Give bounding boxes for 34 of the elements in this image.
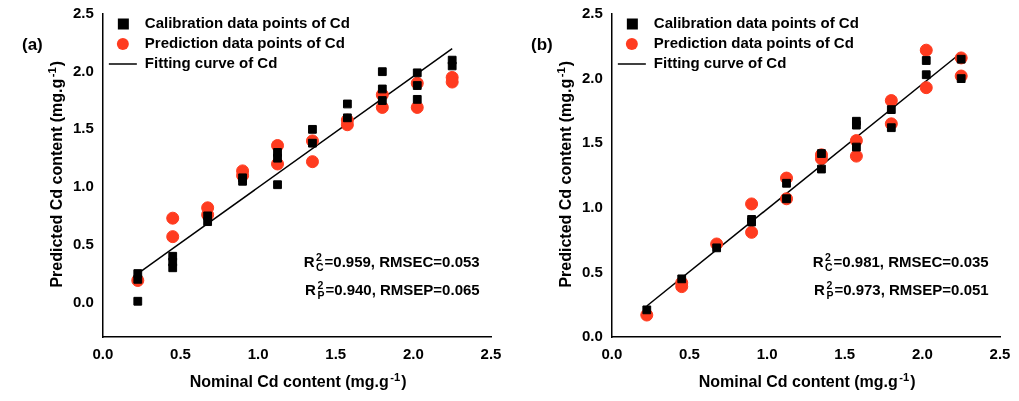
x-tick-label: 2.5 [989,345,1011,363]
x-tick-label: 0.5 [170,345,191,363]
y-tick-label: 1.5 [581,133,603,151]
text: (a) [22,35,43,54]
x-tick-label: 0.5 [679,345,700,363]
legend-label: Calibration data points of Cd [653,14,859,32]
y-tick-label: 2.5 [581,4,603,22]
y-tick-label: 2.0 [72,61,94,79]
x-tick-label: 2.5 [480,345,502,363]
y-tick-label: 0.0 [72,292,94,310]
y-axis-title: Predicted Cd content (mg.g-1) [45,60,65,288]
text: (b) [531,35,553,54]
x-tick-label: 1.0 [756,345,778,363]
y-tick-label: 0.5 [72,234,94,252]
legend-label: Fitting curve of Cd [653,54,787,72]
legend-label: Calibration data points of Cd [144,14,350,32]
y-tick-label: 1.5 [72,119,94,137]
x-tick-label: 1.5 [325,345,347,363]
legend-label: Prediction data points of Cd [144,34,345,52]
y-tick-label: 0.0 [581,327,603,345]
y-axis-title: Predicted Cd content (mg.g-1) [554,60,574,288]
x-tick-label: 1.0 [247,345,269,363]
x-tick-label: 2.0 [402,345,424,363]
y-tick-label: 1.0 [72,177,94,195]
y-tick-label: 1.0 [581,197,603,215]
legend-label: Prediction data points of Cd [653,34,854,52]
x-tick-label: 0.0 [601,345,623,363]
legend-label: Fitting curve of Cd [144,54,278,72]
x-tick-label: 1.5 [834,345,856,363]
y-tick-label: 0.5 [581,262,603,280]
y-tick-label: 2.5 [72,4,94,22]
x-tick-label: 2.0 [911,345,933,363]
y-tick-label: 2.0 [581,68,603,86]
x-tick-label: 0.0 [92,345,114,363]
